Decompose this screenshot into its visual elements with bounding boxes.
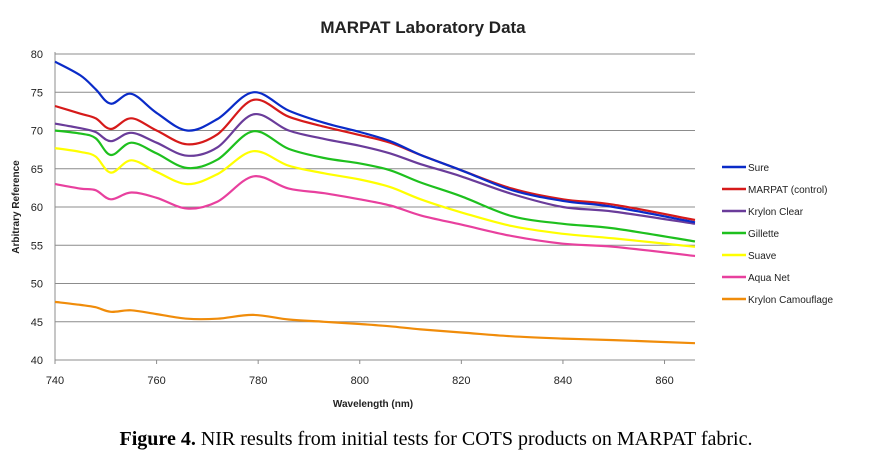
legend-label-marpat-control: MARPAT (control) bbox=[748, 185, 827, 196]
x-tick-label: 840 bbox=[554, 375, 572, 387]
legend-label-krylon-clear: Krylon Clear bbox=[748, 207, 804, 218]
legend-label-suave: Suave bbox=[748, 251, 777, 262]
x-tick-label: 760 bbox=[147, 375, 165, 387]
y-tick-label: 60 bbox=[31, 202, 43, 214]
y-tick-label: 65 bbox=[31, 164, 43, 176]
y-tick-label: 70 bbox=[31, 126, 43, 138]
figure-caption-label: Figure 4. bbox=[119, 428, 196, 450]
legend-label-sure: Sure bbox=[748, 163, 770, 174]
line-chart: MARPAT Laboratory Data 40 45 50 55 60 65 70 75 8… bbox=[11, 18, 833, 410]
y-tick-label: 40 bbox=[31, 355, 43, 367]
x-tick-label: 820 bbox=[452, 375, 470, 387]
x-tick-label: 740 bbox=[46, 375, 64, 387]
axes bbox=[54, 52, 695, 364]
y-axis-label: Arbitrary Reference bbox=[11, 160, 22, 254]
figure-caption: Figure 4. NIR results from initial tests… bbox=[0, 428, 872, 451]
y-tick-label: 55 bbox=[31, 240, 43, 252]
x-axis-label: Wavelength (nm) bbox=[333, 399, 413, 410]
series-line-krylon-camouflage bbox=[54, 300, 696, 345]
series-line-gillette bbox=[54, 129, 696, 243]
y-tick-label: 75 bbox=[31, 87, 43, 99]
y-tick-labels: 40 45 50 55 60 65 70 75 80 bbox=[31, 49, 43, 367]
x-tick-label: 780 bbox=[249, 375, 267, 387]
figure-caption-text: NIR results from initial tests for COTS … bbox=[200, 428, 753, 450]
series-line-krylon-clear bbox=[54, 113, 696, 225]
series-line-aqua-net bbox=[54, 175, 696, 258]
legend-label-aqua-net: Aqua Net bbox=[748, 273, 790, 284]
legend-label-gillette: Gillette bbox=[748, 229, 780, 240]
legend: Sure MARPAT (control) Krylon Clear Gillette… bbox=[722, 163, 833, 306]
legend-label-krylon-camouflage: Krylon Camouflage bbox=[748, 295, 833, 306]
x-tick-label: 800 bbox=[351, 375, 369, 387]
y-tick-label: 45 bbox=[31, 317, 43, 329]
series-line-suave bbox=[54, 147, 696, 248]
x-tick-label: 860 bbox=[655, 375, 673, 387]
chart-title: MARPAT Laboratory Data bbox=[320, 18, 526, 37]
series-line-sure bbox=[54, 60, 696, 224]
y-tick-label: 50 bbox=[31, 279, 43, 291]
x-tick-labels: 740 760 780 800 820 840 860 bbox=[46, 375, 674, 387]
series-lines bbox=[54, 60, 696, 345]
series-line-marpat-control bbox=[54, 98, 696, 222]
y-tick-label: 80 bbox=[31, 49, 43, 61]
gridlines bbox=[55, 53, 695, 323]
